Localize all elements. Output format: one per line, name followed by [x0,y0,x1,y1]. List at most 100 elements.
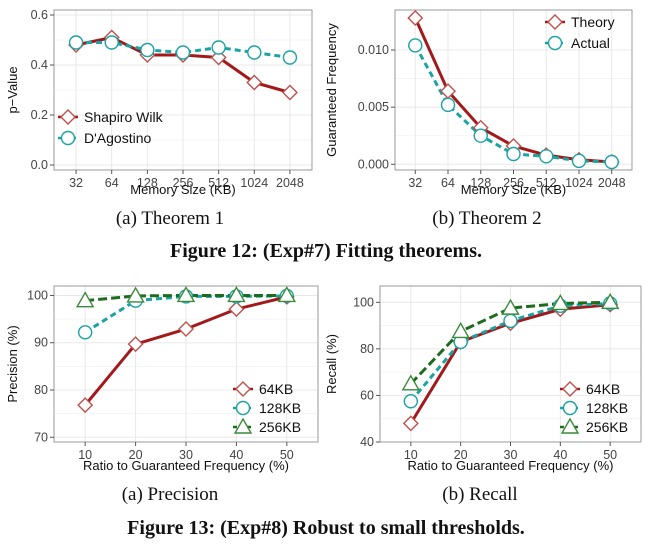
data-point-d-agostino [211,40,226,55]
x-axis-title: Ratio to Guaranteed Frequency (%) [408,458,614,473]
data-point-64kb [127,336,144,353]
data-point-64kb [402,415,419,432]
data-point-256kb [401,374,421,391]
legend-label: Actual [571,35,610,51]
data-point-shapiro-wilk [281,84,298,101]
legend-label: 64KB [586,381,620,397]
y-tick-label: 70 [34,430,48,444]
subcaption-theorem-1: (a) Theorem 1 [116,208,224,229]
legend-label: 128KB [586,400,628,416]
legend-marker [547,14,563,30]
y-axis-title: Guaranteed Frequency [324,23,339,157]
data-point-64kb [77,397,94,414]
x-tick-label: 128 [470,176,491,190]
data-point-256kb [75,291,95,308]
legend-marker [60,109,76,125]
legend-label: D'Agostino [84,130,151,146]
data-point-256kb [600,292,620,309]
y-tick-label: 0.2 [31,108,48,122]
figure-12-caption: Figure 12: (Exp#7) Fitting theorems. [170,240,482,262]
y-tick-label: 100 [353,295,374,309]
data-point-256kb [176,286,196,303]
legend-marker [562,400,578,416]
data-point-shapiro-wilk [246,74,263,91]
y-tick-label: 90 [34,336,48,350]
x-tick-label: 10 [404,448,418,462]
x-tick-label: 128 [137,176,158,190]
figure-13-caption: Figure 13: (Exp#8) Robust to small thres… [127,517,525,539]
data-point-actual [571,153,587,169]
y-tick-label: 60 [360,388,374,402]
y-tick-label: 80 [360,342,374,356]
y-tick-label: 0.6 [31,8,48,22]
x-tick-label: 20 [454,448,468,462]
x-axis-title: Ratio to Guaranteed Frequency (%) [83,458,289,473]
x-tick-label: 512 [536,176,557,190]
x-tick-label: 30 [504,448,518,462]
x-tick-label: 1024 [565,176,593,190]
legend-marker [233,417,253,434]
subcaption-recall: (b) Recall [442,484,517,505]
x-tick-label: 10 [78,448,92,462]
data-point-actual [539,149,554,164]
x-tick-label: 32 [69,176,83,190]
panel-theorem-1: 0.0 0.2 0.4 0.6 32 64 128 256 512 1024 2048 Memory … [5,8,313,197]
data-point-d-agostino [68,35,84,50]
data-point-256kb [451,321,470,339]
data-point-d-agostino [175,45,191,60]
y-tick-label: 40 [360,435,374,449]
legend-marker [562,381,578,397]
legend-marker [547,35,563,51]
legend-label: Shapiro Wilk [84,109,164,125]
subcaption-precision: (a) Precision [122,484,219,505]
x-tick-label: 64 [441,176,455,190]
x-tick-label: 30 [179,448,193,462]
data-point-256kb [277,286,297,303]
legend-marker [235,381,251,397]
data-point-128kb [77,325,93,340]
x-tick-label: 256 [503,176,524,190]
y-axis-title: Precision (%) [5,325,20,402]
data-point-256kb [501,298,520,315]
legend-marker [60,130,76,146]
x-tick-label: 64 [105,176,119,190]
data-point-256kb [227,286,246,303]
data-point-256kb [551,294,570,311]
legend-label: 256KB [259,419,301,435]
y-axis-title: p−Value [5,66,20,113]
x-tick-label: 40 [229,448,243,462]
y-tick-label: 0.000 [358,157,389,171]
x-tick-label: 1024 [240,176,268,190]
legend-marker [235,400,251,416]
panel-theorem-2: 0.000 0.005 0.010 32 64 128 256 512 1024 2048 Memo… [324,9,633,197]
x-tick-label: 2048 [276,176,304,190]
y-tick-label: 0.0 [31,158,48,172]
legend-label: 256KB [586,419,628,435]
data-point-d-agostino [282,50,298,65]
x-tick-label: 256 [173,176,194,190]
data-point-d-agostino [247,45,262,60]
y-tick-label: 80 [34,383,48,397]
series-line-256kb [85,293,287,303]
data-point-256kb [126,286,145,303]
data-point-theory [407,10,424,26]
y-axis-title: Recall (%) [324,334,339,394]
y-tick-label: 0.010 [358,43,389,57]
data-point-actual [440,97,456,113]
legend-label: Theory [571,14,615,30]
subcaption-theorem-2: (b) Theorem 2 [432,208,541,229]
data-point-actual [506,146,521,162]
y-tick-label: 0.4 [31,58,48,72]
data-point-actual [604,154,619,170]
data-point-64kb [228,301,245,318]
x-tick-label: 20 [129,448,143,462]
data-point-128kb [403,394,419,409]
data-point-d-agostino [140,42,155,58]
data-point-actual [408,38,423,53]
y-tick-label: 100 [27,288,48,302]
x-axis-title: Memory Size (KB) [130,182,235,197]
x-tick-label: 2048 [598,176,626,190]
